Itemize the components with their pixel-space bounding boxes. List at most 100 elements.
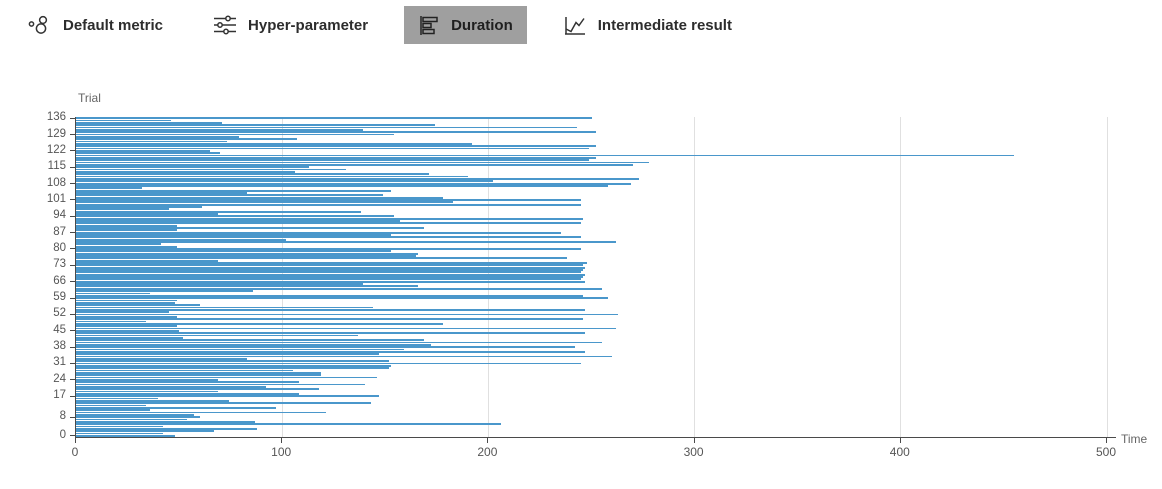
duration-bar <box>76 227 425 229</box>
duration-bar <box>76 255 417 257</box>
duration-bar <box>76 355 613 358</box>
duration-bar <box>76 280 586 283</box>
x-tick-label: 0 <box>71 445 79 459</box>
x-tick-label: 300 <box>683 445 704 459</box>
duration-bar <box>76 325 178 327</box>
y-tick-label: 8 <box>59 410 66 423</box>
duration-bar <box>76 262 588 264</box>
duration-bar <box>76 173 429 176</box>
gridline <box>694 117 696 437</box>
duration-bar <box>76 180 493 183</box>
duration-bar <box>76 304 200 306</box>
x-axis-line <box>75 437 1116 438</box>
duration-bar <box>76 154 1015 157</box>
duration-bar <box>76 353 380 355</box>
tab-duration[interactable]: Duration <box>404 6 527 44</box>
duration-bar <box>76 248 582 250</box>
x-tick <box>281 438 283 443</box>
duration-bar <box>76 430 215 433</box>
y-tick <box>70 435 75 437</box>
duration-bar <box>76 348 404 351</box>
duration-bar <box>76 287 602 290</box>
duration-bar <box>76 224 178 227</box>
duration-bar <box>76 222 582 225</box>
x-tick-label: 100 <box>271 445 292 459</box>
duration-bar <box>76 332 586 334</box>
tab-bar: Default metric Hyper-parameter <box>14 6 746 44</box>
duration-bar <box>76 390 219 393</box>
duration-bar <box>76 367 390 370</box>
duration-bar <box>76 411 326 414</box>
duration-bar <box>76 406 276 409</box>
y-tick <box>70 117 75 119</box>
duration-bar <box>76 360 390 363</box>
duration-bar <box>76 215 394 218</box>
duration-bar <box>76 159 590 162</box>
duration-bar <box>76 133 394 136</box>
x-tick <box>1106 438 1107 443</box>
duration-bar <box>76 362 582 365</box>
bar-chart-icon <box>418 14 440 36</box>
y-tick <box>70 183 75 185</box>
duration-bar <box>76 299 178 302</box>
duration-bar <box>76 264 584 267</box>
duration-bar <box>76 243 161 246</box>
duration-bar <box>76 175 468 178</box>
y-tick <box>70 416 75 418</box>
duration-bar <box>76 250 392 253</box>
duration-bar <box>76 166 309 169</box>
duration-bar <box>76 192 248 194</box>
y-tick <box>70 346 75 348</box>
duration-bar <box>76 210 361 213</box>
duration-bar <box>76 395 380 398</box>
duration-bar <box>76 187 142 190</box>
duration-bar <box>76 145 596 148</box>
line-chart-icon <box>563 14 587 36</box>
duration-bar <box>76 311 169 313</box>
duration-bar <box>76 369 293 372</box>
duration-bar <box>76 290 254 292</box>
duration-bar <box>76 427 258 430</box>
duration-bar <box>76 318 584 320</box>
y-tick-label: 38 <box>53 340 66 353</box>
y-tick <box>70 395 75 397</box>
duration-bar <box>76 385 266 388</box>
sliders-icon <box>213 14 237 36</box>
duration-bar <box>76 381 299 384</box>
duration-bar <box>76 432 163 435</box>
y-tick <box>70 362 75 364</box>
duration-bar <box>76 245 178 248</box>
duration-bar <box>76 138 297 141</box>
tab-default-metric[interactable]: Default metric <box>14 6 177 44</box>
duration-bar <box>76 404 147 407</box>
y-tick-label: 115 <box>47 160 66 173</box>
tab-label: Duration <box>451 16 513 34</box>
y-tick-label: 59 <box>53 291 66 304</box>
duration-bar <box>76 189 392 192</box>
duration-bar <box>76 397 159 400</box>
duration-bar <box>76 297 608 299</box>
duration-bar <box>76 402 371 405</box>
y-tick <box>70 313 75 315</box>
duration-bar <box>76 140 227 143</box>
duration-bar <box>76 374 322 377</box>
duration-bar <box>76 136 239 138</box>
duration-bar <box>76 364 392 367</box>
duration-bar <box>76 241 617 243</box>
y-tick-label: 31 <box>53 356 66 369</box>
duration-bar <box>76 201 454 204</box>
duration-bar <box>76 320 147 323</box>
y-tick-label: 24 <box>53 372 66 385</box>
x-tick-label: 500 <box>1095 445 1117 459</box>
duration-bar <box>76 285 419 288</box>
tab-hyper-parameter[interactable]: Hyper-parameter <box>199 6 382 44</box>
duration-bar <box>76 322 444 325</box>
y-tick-label: 80 <box>53 241 66 254</box>
duration-bar <box>76 434 175 437</box>
y-tick-label: 52 <box>53 307 66 320</box>
duration-bar <box>76 336 184 339</box>
tab-intermediate-result[interactable]: Intermediate result <box>549 6 746 44</box>
duration-bar <box>76 343 431 346</box>
duration-bar <box>76 168 347 171</box>
